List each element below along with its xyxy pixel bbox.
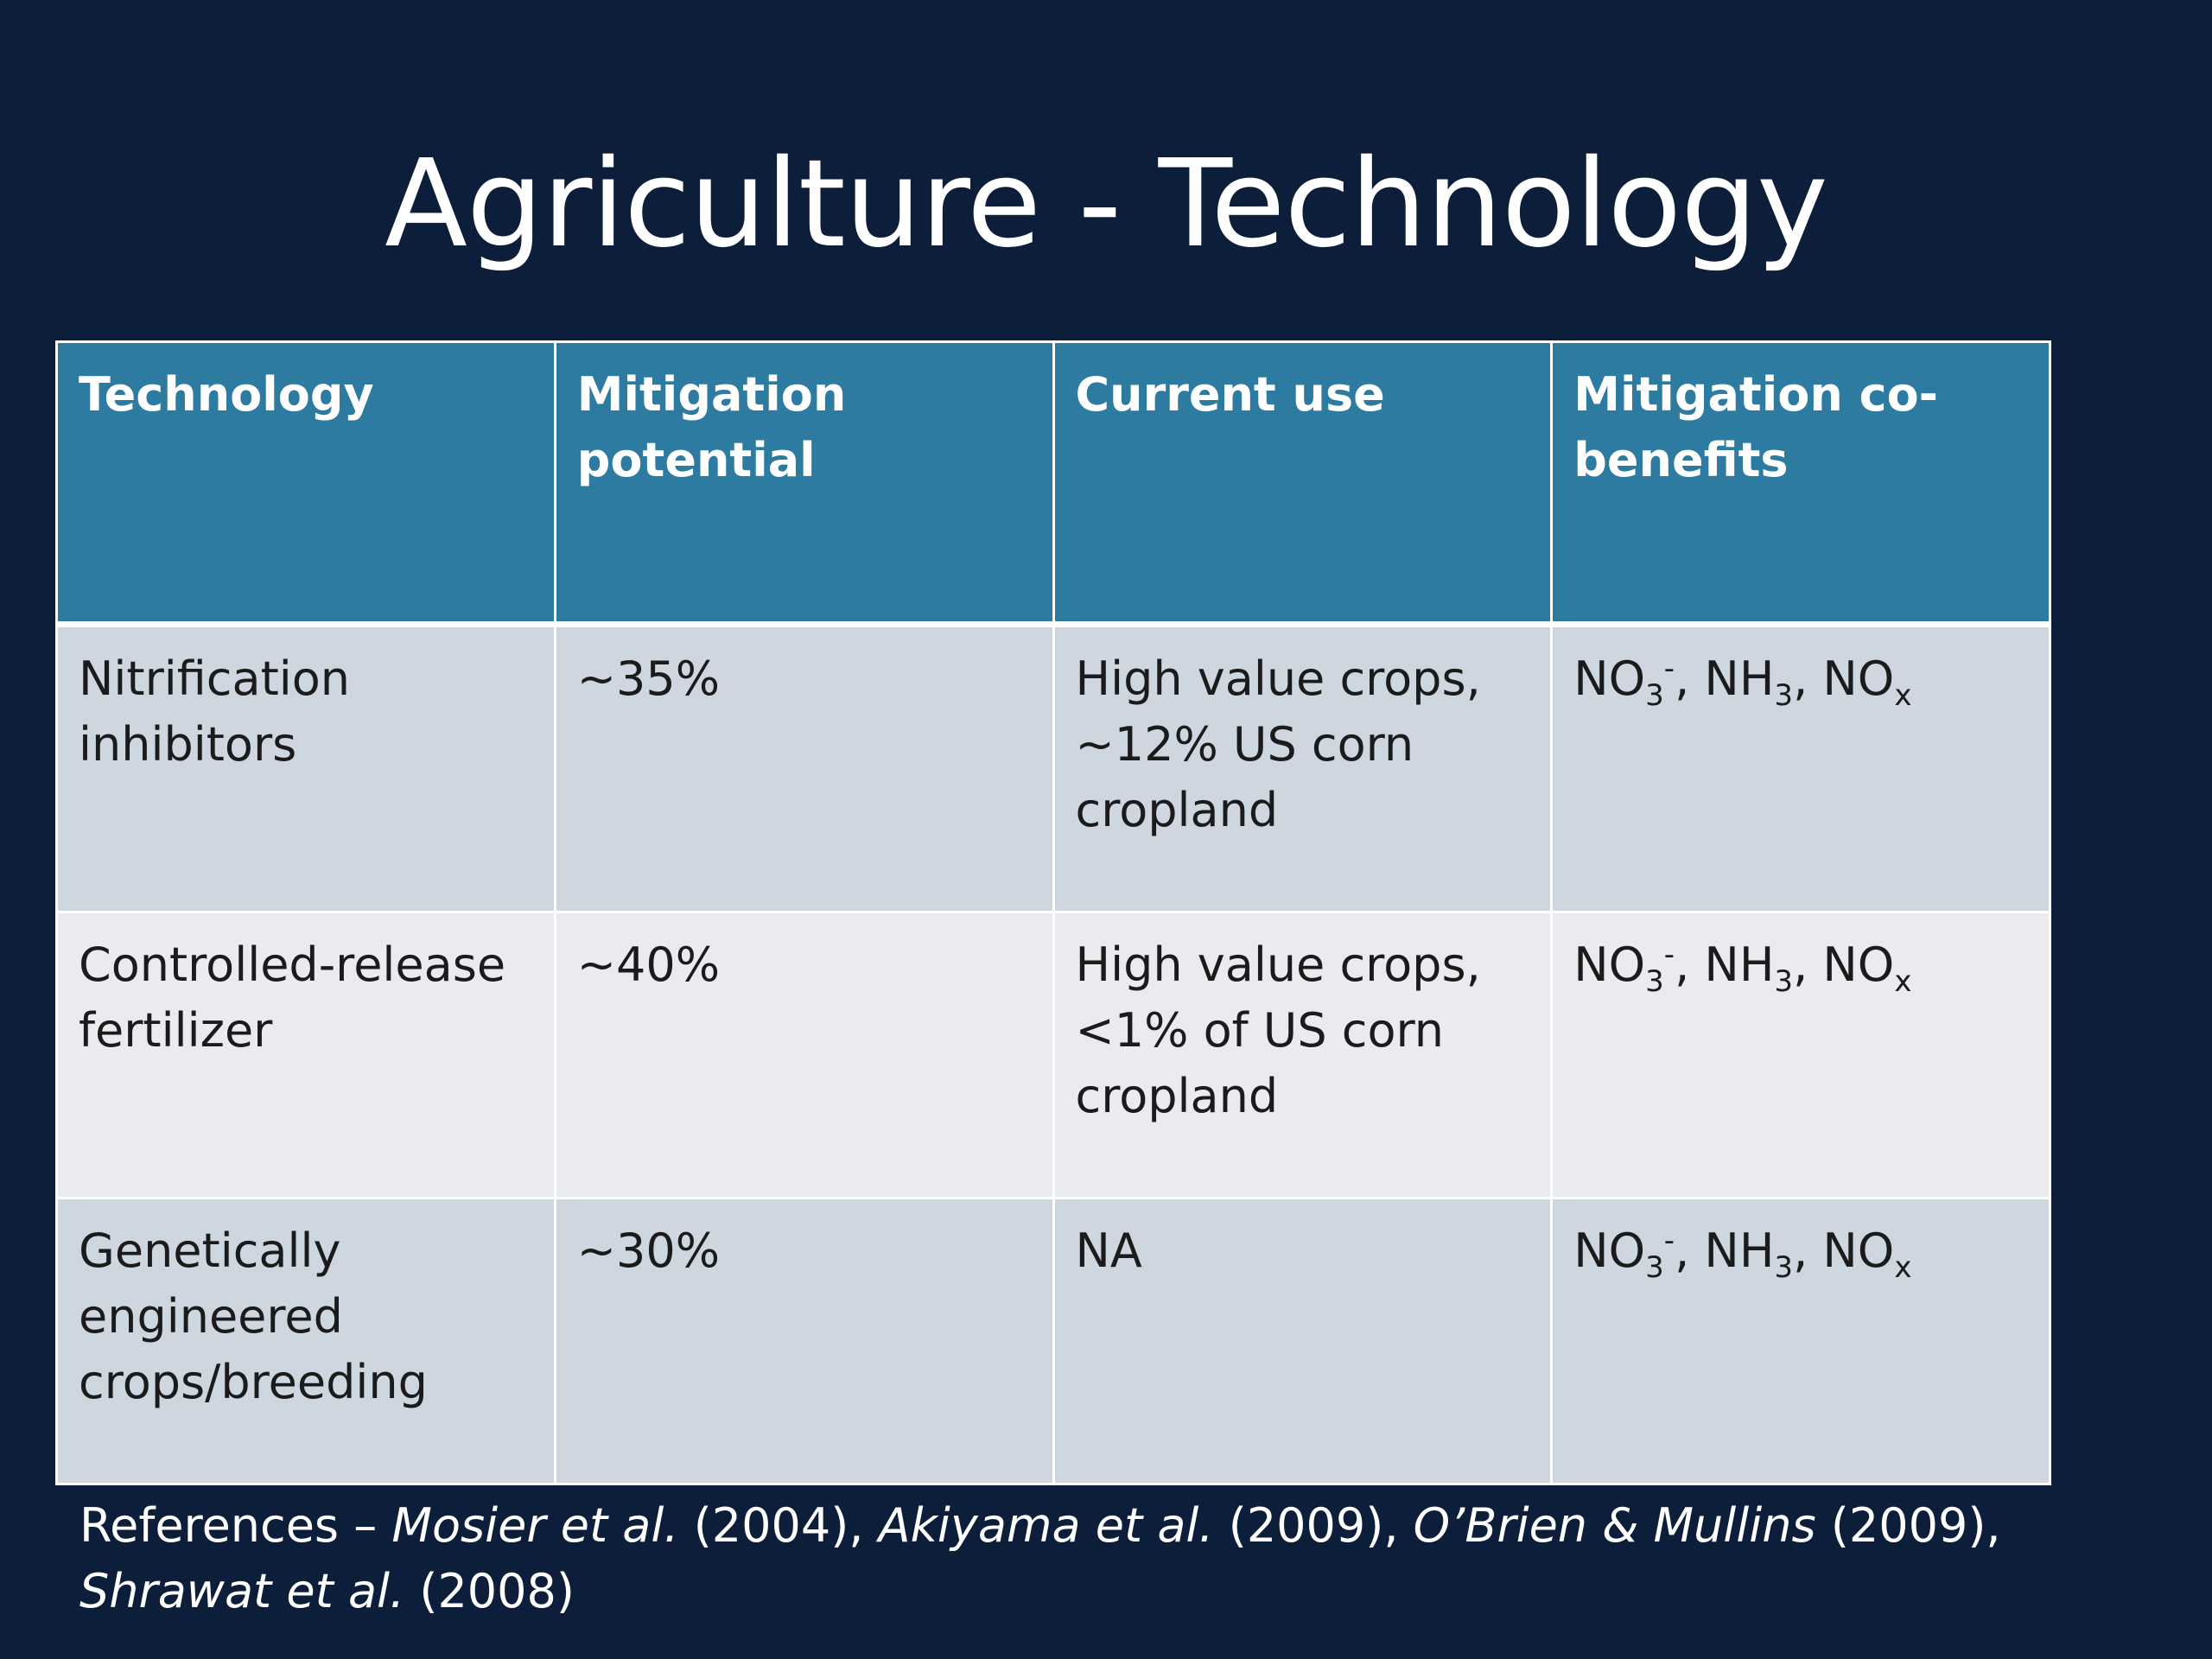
slide-title: Agriculture - Technology (385, 134, 1828, 275)
ammonia-formula: NH3 (1704, 652, 1794, 713)
header-technology: Technology (55, 340, 556, 627)
cell-technology: Controlled-release fertilizer (55, 911, 556, 1199)
nitrate-formula: NO3- (1573, 652, 1675, 713)
reference-authors: Mosier et al. (391, 1498, 679, 1553)
reference-authors: Akiyama et al. (878, 1498, 1214, 1553)
technology-table-container: Technology Mitigation potential Current … (55, 340, 2051, 1485)
nox-formula: NOx (1822, 1224, 1912, 1285)
references-text: References – Mosier et al. (2004), Akiya… (79, 1493, 2067, 1624)
header-mitigation-potential: Mitigation potential (553, 340, 1055, 627)
nitrate-formula: NO3- (1573, 1224, 1675, 1285)
table-row: Controlled-release fertilizer ~40% High … (55, 911, 2051, 1199)
technology-table: Technology Mitigation potential Current … (55, 340, 2051, 1485)
table-header-row: Technology Mitigation potential Current … (55, 340, 2051, 627)
table-row: Genetically engineered crops/breeding ~3… (55, 1197, 2051, 1485)
nitrate-formula: NO3- (1573, 938, 1675, 999)
reference-authors: Shrawat et al. (79, 1564, 405, 1618)
cell-co-benefits: NO3-, NH3, NOx (1550, 911, 2051, 1199)
reference-year: (2009), (1213, 1498, 1414, 1553)
ammonia-formula: NH3 (1704, 938, 1794, 999)
nox-formula: NOx (1822, 652, 1912, 713)
header-current-use: Current use (1052, 340, 1554, 627)
cell-current-use: NA (1052, 1197, 1554, 1485)
cell-current-use: High value crops, ~12% US corn cropland (1052, 623, 1554, 913)
nox-formula: NOx (1822, 938, 1912, 999)
reference-authors: O’Brien & Mullins (1413, 1498, 1816, 1553)
cell-technology: Genetically engineered crops/breeding (55, 1197, 556, 1485)
cell-co-benefits: NO3-, NH3, NOx (1550, 623, 2051, 913)
table-row: Nitrification inhibitors ~35% High value… (55, 623, 2051, 913)
references-prefix: References – (79, 1498, 392, 1553)
reference-year: (2008) (404, 1564, 575, 1618)
cell-co-benefits: NO3-, NH3, NOx (1550, 1197, 2051, 1485)
ammonia-formula: NH3 (1704, 1224, 1794, 1285)
cell-mitigation-potential: ~30% (553, 1197, 1055, 1485)
cell-mitigation-potential: ~40% (553, 911, 1055, 1199)
cell-technology: Nitrification inhibitors (55, 623, 556, 913)
reference-year: (2004), (678, 1498, 879, 1553)
cell-mitigation-potential: ~35% (553, 623, 1055, 913)
reference-year: (2009), (1815, 1498, 2001, 1553)
header-co-benefits: Mitigation co-benefits (1550, 340, 2051, 627)
cell-current-use: High value crops, <1% of US corn croplan… (1052, 911, 1554, 1199)
